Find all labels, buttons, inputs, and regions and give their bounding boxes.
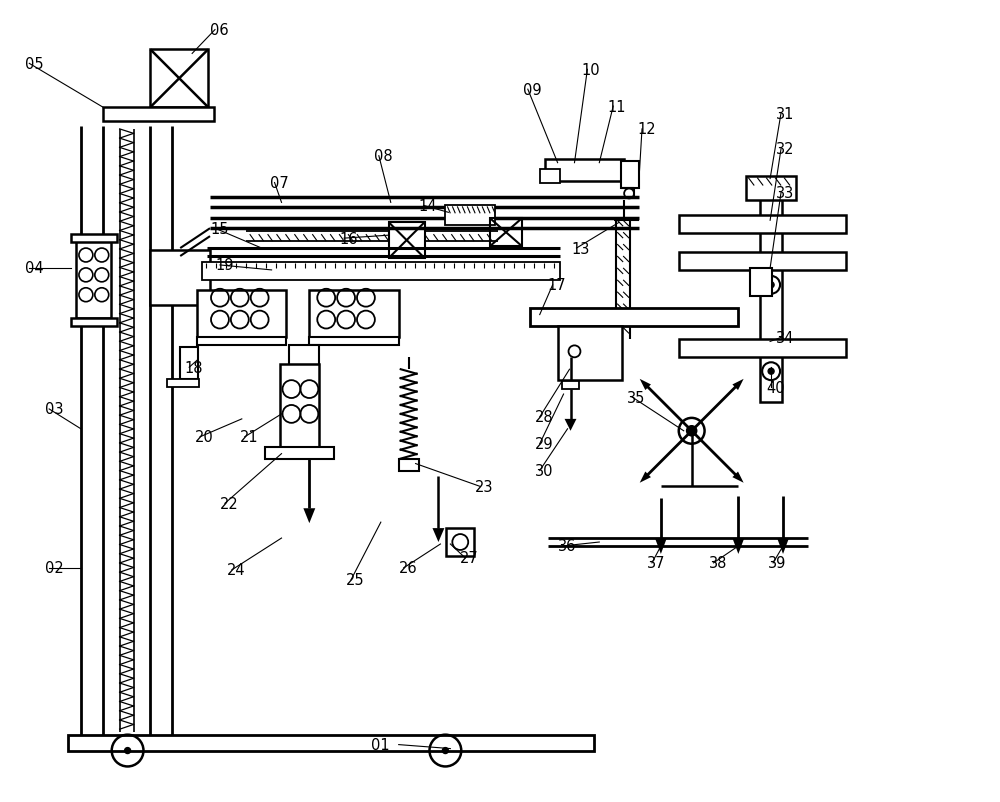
Bar [150,51,208,108]
Bar [760,189,782,403]
Bar [445,206,495,226]
Text: 13: 13 [572,241,590,257]
Bar [68,735,594,751]
Polygon shape [732,379,744,391]
Text: 01: 01 [371,737,390,752]
Bar [679,216,846,234]
Text: 40: 40 [766,380,785,395]
Polygon shape [432,529,444,542]
Text: 34: 34 [776,330,794,346]
Text: 31: 31 [776,107,794,121]
Polygon shape [565,419,576,431]
Circle shape [768,369,774,375]
Bar [545,160,624,181]
Bar [150,251,210,306]
Bar [530,308,738,326]
Text: 10: 10 [581,63,600,78]
Text: 33: 33 [776,186,794,200]
Text: 12: 12 [637,122,656,137]
Polygon shape [655,538,667,554]
Bar [679,340,846,358]
Bar [197,338,286,346]
Text: 04: 04 [25,261,44,276]
Text: 26: 26 [399,561,417,576]
Text: 19: 19 [215,258,233,273]
Bar [167,379,199,387]
Bar [679,253,846,270]
Bar [76,241,111,318]
Text: 29: 29 [535,436,553,452]
Polygon shape [732,472,744,483]
Bar [71,318,117,326]
Text: 08: 08 [374,149,393,164]
Text: 03: 03 [45,402,64,417]
Text: 36: 36 [558,539,576,554]
Text: 20: 20 [195,430,214,444]
Bar [309,290,399,338]
Text: 38: 38 [709,556,727,571]
Text: 15: 15 [210,221,229,237]
Text: 18: 18 [184,360,203,375]
Polygon shape [777,538,789,554]
Text: 09: 09 [523,83,541,98]
Bar [309,338,399,346]
Bar [621,161,639,189]
Text: 17: 17 [548,278,566,293]
Text: 27: 27 [460,551,479,565]
Bar [399,459,419,471]
Polygon shape [303,508,315,524]
Bar [202,262,560,281]
Text: 06: 06 [210,23,229,38]
Text: 05: 05 [25,57,44,71]
Bar [180,348,198,379]
Text: 21: 21 [240,430,258,444]
Polygon shape [640,472,651,483]
Text: 32: 32 [776,142,795,157]
Bar [280,365,319,449]
Text: 24: 24 [227,563,246,577]
Bar [562,382,579,390]
Polygon shape [640,379,651,391]
Text: 37: 37 [647,556,665,571]
Text: 39: 39 [768,556,787,571]
Text: 28: 28 [535,410,553,425]
Polygon shape [732,538,744,554]
Bar [558,326,622,381]
Text: 11: 11 [607,99,626,115]
Text: 02: 02 [45,561,64,576]
Text: 14: 14 [419,199,437,213]
Bar [750,269,772,297]
Text: 22: 22 [220,496,239,511]
Text: 25: 25 [346,573,365,588]
Text: 16: 16 [339,231,358,246]
Bar [289,346,319,366]
Bar [746,176,796,201]
Bar [490,219,522,247]
Bar [265,448,334,459]
Bar [71,235,117,243]
Circle shape [125,747,131,754]
Bar [540,169,560,184]
Bar [446,529,474,557]
Circle shape [768,282,774,289]
Circle shape [687,427,697,436]
Text: 35: 35 [627,390,645,405]
Text: 07: 07 [270,176,288,191]
Text: 30: 30 [535,464,553,479]
Bar [103,108,214,122]
Text: 23: 23 [475,480,494,494]
Bar [197,290,286,338]
Circle shape [442,747,448,754]
Bar [389,223,425,259]
